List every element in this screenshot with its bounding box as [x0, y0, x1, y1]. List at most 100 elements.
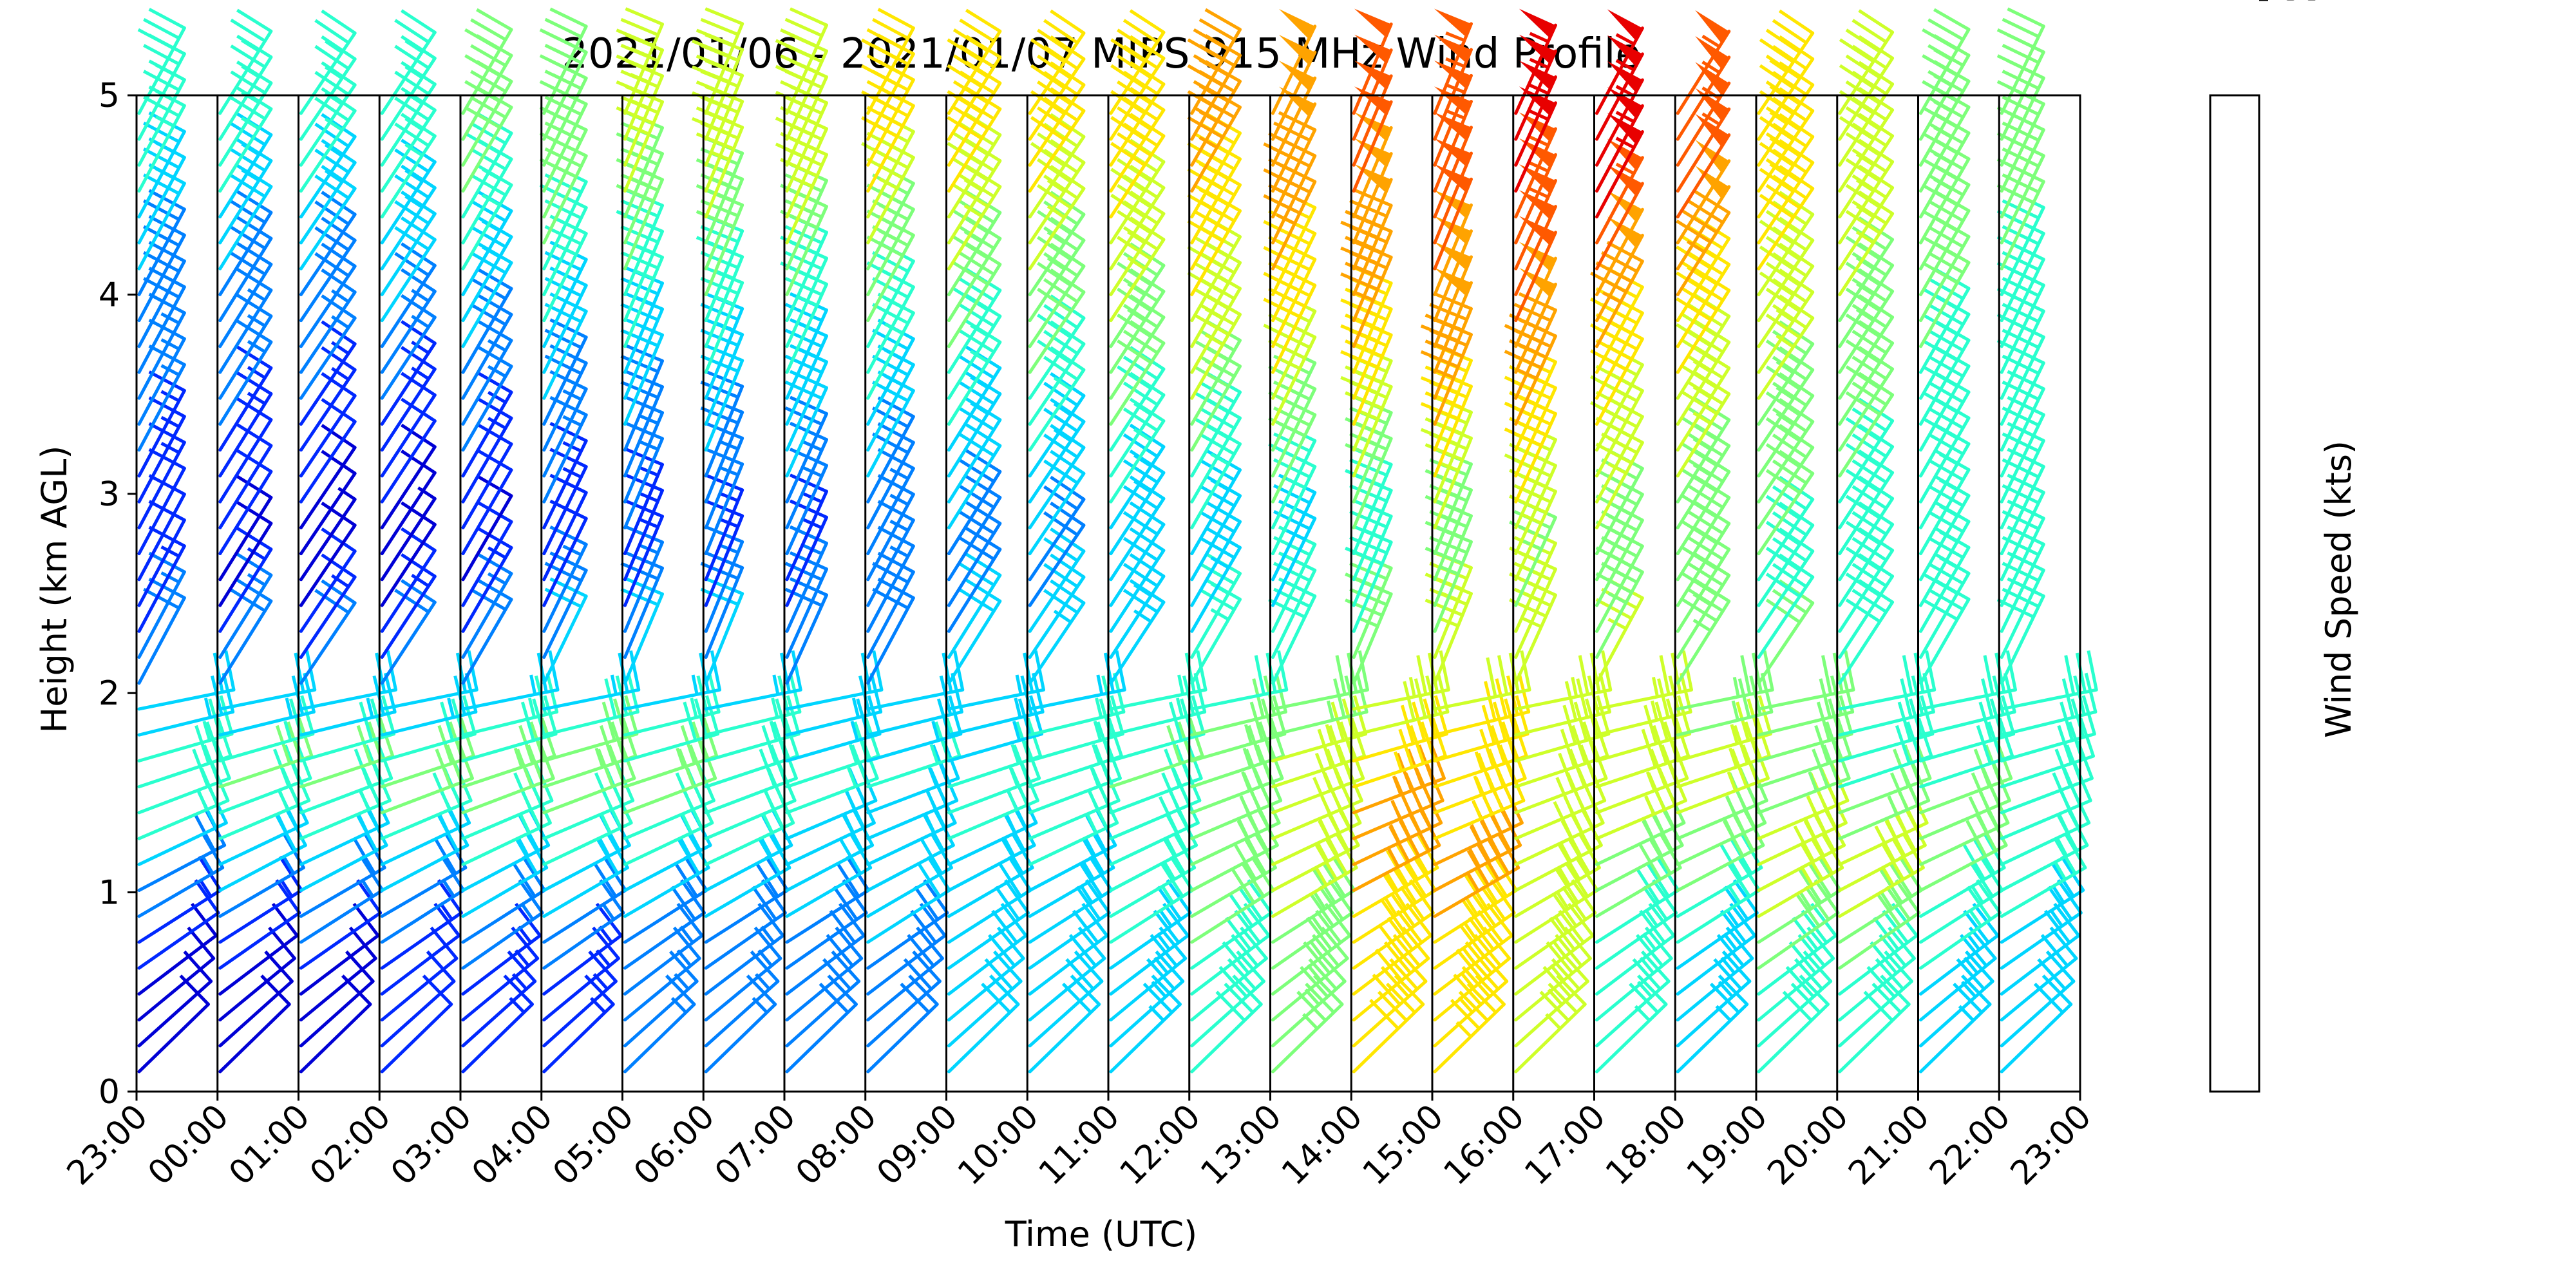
wind-barb-shaft [461, 1002, 535, 1074]
wind-barb-half-feather [529, 674, 537, 695]
wind-barb-half-feather [481, 220, 501, 232]
wind-barb-half-feather [447, 697, 455, 718]
wind-barb-shaft [785, 777, 879, 815]
wind-barb-shaft [542, 542, 588, 633]
wind-barb [947, 553, 1002, 659]
wind-barb-shaft [461, 732, 558, 762]
wind-barb-shaft [866, 754, 961, 789]
wind-barb-shaft [785, 821, 876, 866]
wind-barb-shaft [866, 1002, 939, 1074]
wind-barb-shaft [704, 592, 744, 685]
wind-barb-half-feather [552, 47, 572, 59]
wind-barb [461, 500, 513, 607]
wind-barb-feather [476, 526, 513, 549]
wind-barb-feather [947, 38, 983, 62]
wind-barb-half-feather [155, 63, 175, 76]
wind-barb-shaft [704, 1002, 777, 1074]
wind-barb-shaft [218, 418, 273, 504]
wind-barb-feather [401, 579, 436, 604]
wind-barb-half-feather [889, 493, 909, 506]
wind-barb-half-feather [417, 486, 436, 500]
wind-barb-feather [230, 200, 266, 224]
wind-barb-feather [1084, 879, 1111, 914]
wind-barb [539, 7, 588, 115]
wind-barb-feather [952, 106, 989, 130]
wind-barb-half-feather [630, 47, 650, 58]
wind-barb-half-feather [160, 390, 180, 402]
wind-barb-half-feather [513, 748, 524, 768]
wind-barb-half-feather [247, 314, 266, 328]
wind-barb-half-feather [848, 744, 858, 764]
wind-barb-feather [271, 902, 299, 937]
wind-barb-feather [604, 678, 617, 718]
wind-barb-feather [148, 396, 185, 418]
wind-barb-shaft [137, 844, 227, 893]
wind-barb-half-feather [847, 767, 857, 788]
wind-barb-shaft [542, 732, 639, 762]
wind-barb-feather [518, 879, 544, 914]
colorbar-label: Wind Speed (kts) [2318, 440, 2359, 738]
wind-barb-half-feather [404, 65, 424, 79]
wind-barb-feather [143, 587, 180, 610]
wind-barb-shaft [866, 440, 915, 529]
wind-barb [299, 191, 357, 296]
wind-barb-half-feather [850, 721, 859, 741]
wind-barb-shaft [623, 934, 704, 996]
wind-barb-half-feather [878, 203, 898, 216]
wind-barb-half-feather [884, 374, 904, 387]
wind-barb-half-feather [926, 790, 937, 811]
wind-barb-shaft [461, 572, 513, 659]
wind-barb-shaft [704, 359, 744, 452]
wind-barb-feather [907, 934, 935, 967]
wind-barb-feather [470, 122, 507, 145]
wind-barb-shaft [461, 312, 513, 400]
wind-barb-feather [965, 475, 1001, 499]
wind-barb-feather [694, 698, 708, 738]
wind-barb-half-feather [247, 288, 266, 302]
wind-barb-feather [515, 902, 542, 937]
wind-barb [461, 422, 513, 529]
wind-barb-shaft [704, 821, 795, 866]
wind-barb-feather [401, 501, 436, 526]
wind-barb-feather [321, 553, 356, 579]
wind-barb-shaft [299, 601, 357, 685]
wind-barb [299, 216, 357, 323]
wind-barb [380, 9, 437, 115]
wind-barb [299, 424, 357, 529]
wind-barb-half-feather [884, 322, 904, 335]
wind-barb-shaft [299, 342, 357, 426]
wind-barb-shaft [785, 205, 829, 296]
wind-barb [1028, 398, 1086, 504]
wind-barb-shaft [380, 316, 437, 400]
wind-barb-feather [959, 278, 995, 302]
wind-barb-shaft [299, 934, 380, 996]
wind-barb-shaft [380, 419, 437, 504]
wind-barb-half-feather [681, 814, 693, 834]
wind-barb-half-feather [691, 674, 699, 695]
wind-barb-shaft [137, 182, 186, 270]
wind-barb-feather [1072, 909, 1099, 944]
wind-barb-shaft [947, 159, 1002, 245]
wind-barb [299, 879, 383, 970]
wind-barb-feather [401, 372, 436, 397]
wind-barb-shaft [866, 596, 915, 685]
wind-barb-shaft [218, 340, 273, 426]
wind-barb [137, 292, 186, 400]
wind-barb [137, 879, 220, 970]
wind-barb-half-feather [690, 697, 698, 718]
wind-barb-feather [877, 578, 914, 600]
wind-barb-feather [476, 552, 513, 575]
wind-barb-feather [856, 698, 871, 738]
wind-barb-feather [143, 173, 180, 195]
wind-barb-shaft [704, 255, 744, 348]
wind-barb-shaft [947, 821, 1038, 866]
wind-barb [299, 294, 357, 400]
wind-barb-half-feather [285, 697, 293, 718]
wind-barb-feather [877, 474, 914, 496]
wind-barb-feather [401, 527, 436, 552]
wind-barb-shaft [542, 1002, 615, 1074]
wind-barb-feather [476, 397, 513, 420]
wind-barb-feather [470, 588, 507, 611]
wind-barb-shaft [623, 956, 701, 1022]
wind-barb-feather [952, 158, 989, 182]
